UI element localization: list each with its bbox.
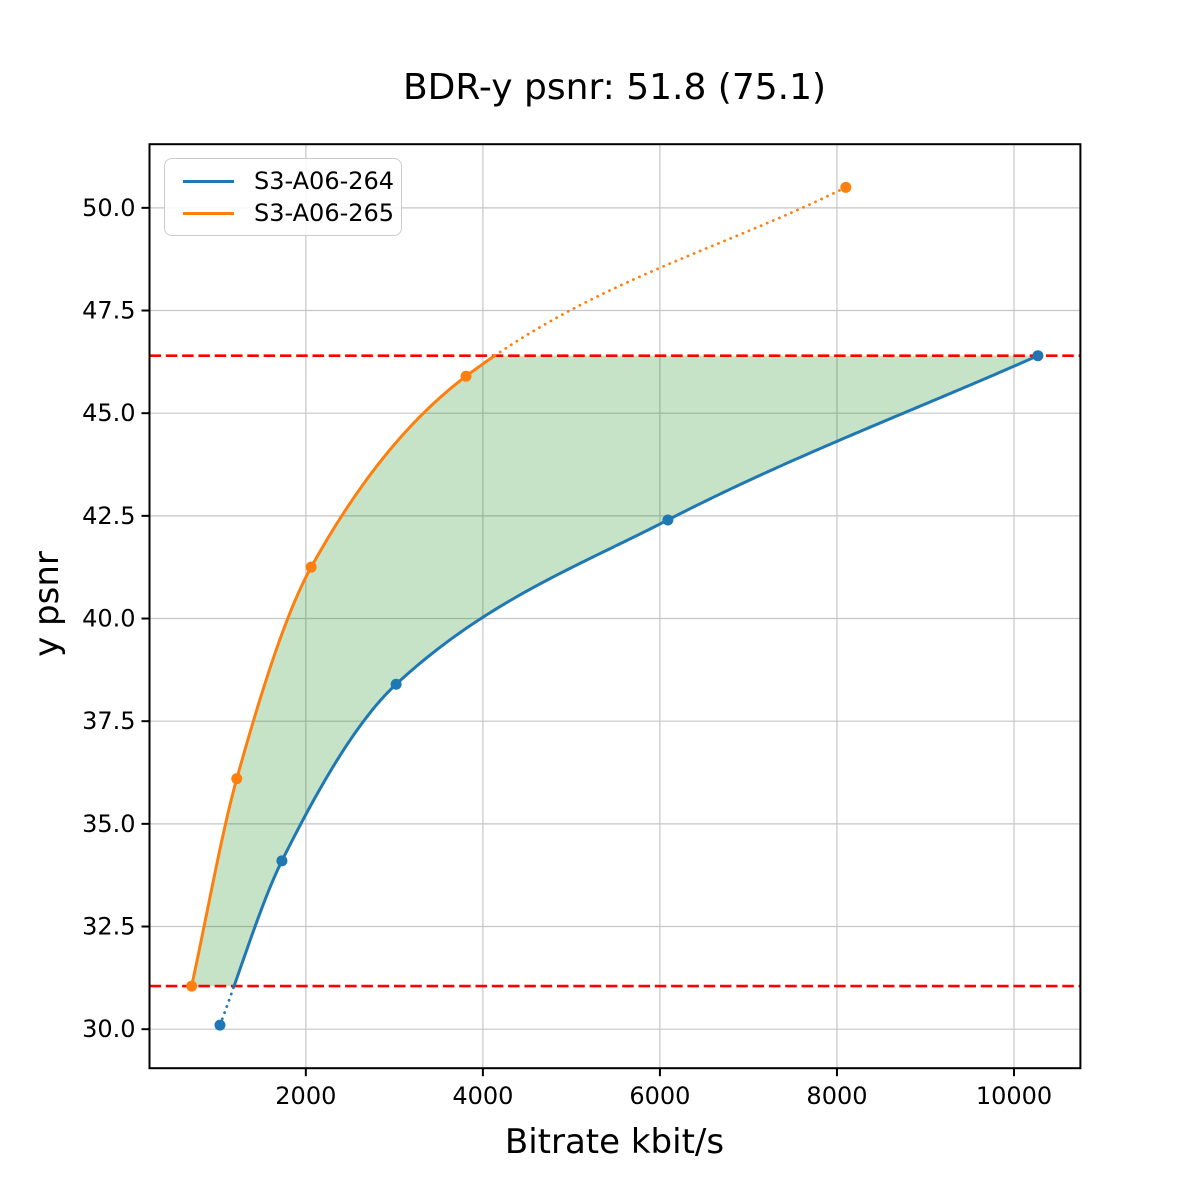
datapoint-s3-a06-265 [460,370,472,382]
legend-label-265: S3-A06-265 [254,199,395,227]
curve-s3-a06-264-dotted [218,984,236,1027]
chart-title: BDR-y psnr: 51.8 (75.1) [402,67,827,108]
y-axis-label: y psnr [27,551,67,657]
bd-overlap-fill [191,355,1038,987]
datapoint-s3-a06-265 [231,773,243,785]
y-tick-label: 35.0 [82,810,135,838]
datapoint-s3-a06-265 [305,561,317,573]
x-tick-label: 8000 [806,1082,867,1110]
datapoint-s3-a06-265 [186,980,198,992]
curve-s3-a06-265-dotted [493,185,848,358]
y-tick-label: 30.0 [82,1015,135,1043]
x-tick-label: 10000 [976,1082,1052,1110]
x-tick-label: 2000 [275,1082,336,1110]
datapoint-s3-a06-264 [662,514,674,526]
curve-s3-a06-265 [190,354,497,988]
x-axis-label: Bitrate kbit/s [504,1122,725,1162]
legend-item: S3-A06-265 [175,199,394,227]
legend-line-sample-265 [183,211,234,215]
legend: S3-A06-264 S3-A06-265 [164,158,402,236]
datapoint-s3-a06-264 [1032,350,1044,362]
y-tick-label: 50.0 [82,194,135,222]
datapoint-s3-a06-265 [840,181,852,193]
datapoint-s3-a06-264 [390,678,402,690]
y-tick-label: 47.5 [82,297,135,325]
y-tick-label: 40.0 [82,605,135,633]
y-tick-label: 45.0 [82,399,135,427]
x-tick-label: 4000 [452,1082,513,1110]
curve-s3-a06-264 [232,354,1040,988]
axes-border [148,143,1082,1070]
legend-item: S3-A06-264 [175,167,394,195]
x-tick-label: 6000 [629,1082,690,1110]
y-tick-label: 37.5 [82,707,135,735]
legend-line-sample-264 [183,179,234,183]
y-tick-label: 32.5 [82,913,135,941]
y-tick-label: 42.5 [82,502,135,530]
datapoint-s3-a06-264 [214,1019,226,1031]
datapoint-s3-a06-264 [276,855,288,867]
legend-label-264: S3-A06-264 [254,167,395,195]
